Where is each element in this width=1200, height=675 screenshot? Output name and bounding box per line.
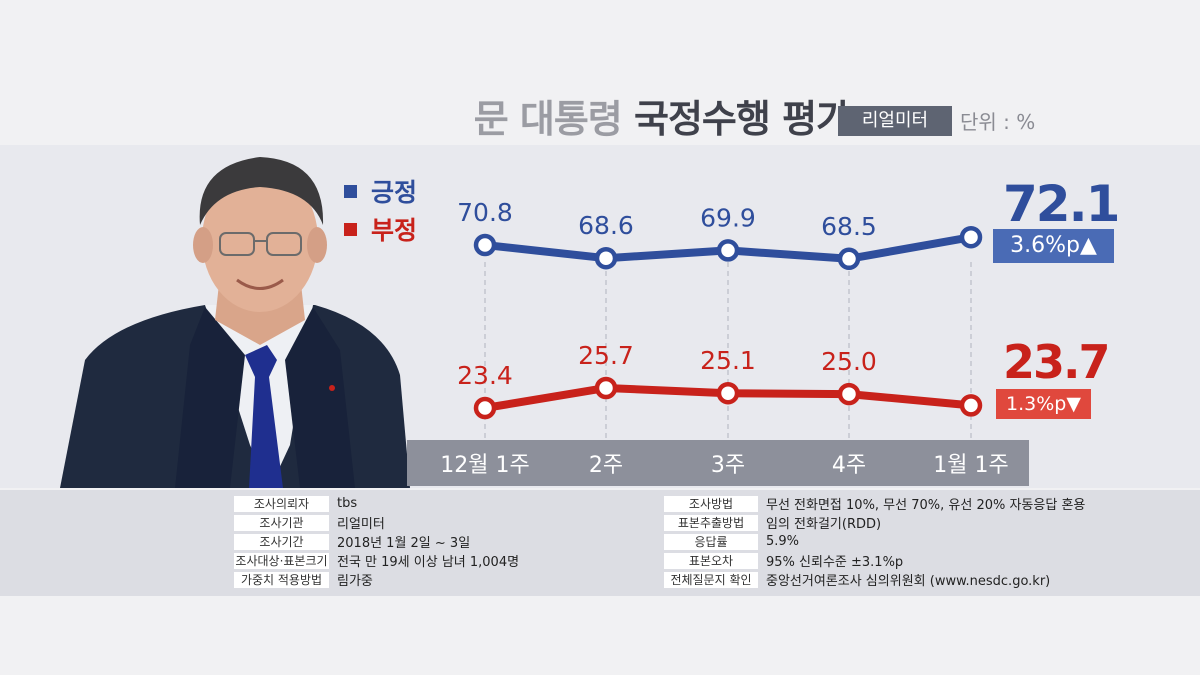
x-tick-label: 2주 bbox=[589, 453, 623, 478]
legend-label-positive: 긍정 bbox=[371, 178, 418, 207]
data-point bbox=[716, 381, 740, 405]
info-left-row: 조사의뢰자 tbs bbox=[234, 494, 519, 513]
legend-swatch-negative bbox=[344, 222, 357, 236]
x-tick-label: 4주 bbox=[832, 453, 866, 478]
info-left-row: 조사기간 2018년 1월 2일 ~ 3일 bbox=[234, 532, 519, 551]
info-right-value: 중앙선거여론조사 심의위원회 (www.nesdc.go.kr) bbox=[766, 574, 1051, 589]
x-tick-label: 12월 1주 bbox=[440, 453, 529, 478]
latest-positive-value: 72.1 bbox=[1003, 175, 1120, 233]
info-right-key: 응답률 bbox=[664, 533, 758, 550]
title-topic: 국정수행 평가 bbox=[634, 97, 851, 141]
info-right-row: 표본오차 95% 신뢰수준 ±3.1%p bbox=[664, 551, 1085, 570]
x-tick-label: 1월 1주 bbox=[933, 453, 1008, 478]
info-right-row: 전체질문지 확인 중앙선거여론조사 심의위원회 (www.nesdc.go.kr) bbox=[664, 570, 1085, 589]
info-right-key: 전체질문지 확인 bbox=[664, 571, 758, 588]
data-point bbox=[594, 376, 618, 400]
info-left-key: 조사의뢰자 bbox=[234, 495, 329, 512]
info-band bbox=[0, 490, 1200, 596]
info-right-value: 무선 전화면접 10%, 무선 70%, 유선 20% 자동응답 혼용 bbox=[766, 498, 1086, 513]
data-label: 25.7 bbox=[578, 341, 634, 370]
info-left-row: 조사기관 리얼미터 bbox=[234, 513, 519, 532]
data-label: 68.5 bbox=[821, 212, 877, 241]
chart-legend: 긍정 부정 bbox=[344, 172, 417, 248]
positive-change-badge: 3.6%p▲ bbox=[993, 229, 1114, 263]
data-point bbox=[473, 233, 497, 257]
info-right-row: 응답률 5.9% bbox=[664, 532, 1085, 551]
data-point bbox=[594, 246, 618, 270]
data-point bbox=[473, 396, 497, 420]
info-left-value: 전국 만 19세 이상 남녀 1,004명 bbox=[337, 555, 520, 570]
data-label: 23.4 bbox=[457, 361, 513, 390]
survey-info-left: 조사의뢰자 tbs 조사기관 리얼미터 조사기간 2018년 1월 2일 ~ 3일 조사대상… bbox=[234, 494, 519, 589]
info-left-row: 조사대상·표본크기 전국 만 19세 이상 남녀 1,004명 bbox=[234, 551, 519, 570]
info-right-key: 표본추출방법 bbox=[664, 514, 758, 531]
info-right-key: 표본오차 bbox=[664, 552, 758, 569]
info-left-key: 조사대상·표본크기 bbox=[234, 552, 329, 569]
data-point bbox=[959, 225, 983, 249]
info-right-key: 조사방법 bbox=[664, 495, 758, 512]
info-right-row: 조사방법 무선 전화면접 10%, 무선 70%, 유선 20% 자동응답 혼용 bbox=[664, 494, 1085, 513]
data-label: 69.9 bbox=[700, 203, 756, 232]
data-point bbox=[837, 247, 861, 271]
data-label: 68.6 bbox=[578, 211, 634, 240]
data-point bbox=[959, 394, 983, 417]
info-left-value: tbs bbox=[337, 496, 358, 511]
page-title: 문 대통령 국정수행 평가 bbox=[473, 88, 851, 143]
info-left-value: 리얼미터 bbox=[337, 517, 385, 532]
x-axis-bar bbox=[407, 440, 1029, 486]
data-label: 25.0 bbox=[821, 347, 877, 376]
survey-info-right: 조사방법 무선 전화면접 10%, 무선 70%, 유선 20% 자동응답 혼용 표… bbox=[664, 494, 1085, 589]
legend-label-negative: 부정 bbox=[371, 216, 418, 245]
legend-swatch-positive bbox=[344, 184, 357, 198]
data-point bbox=[716, 239, 740, 262]
info-left-key: 가중치 적용방법 bbox=[234, 571, 329, 588]
info-left-value: 림가중 bbox=[337, 574, 373, 589]
source-badge: 리얼미터 bbox=[838, 106, 952, 136]
info-left-key: 조사기관 bbox=[234, 514, 329, 531]
x-tick-label: 3주 bbox=[711, 453, 745, 478]
info-right-value: 임의 전화걸기(RDD) bbox=[766, 517, 882, 532]
legend-item-negative: 부정 bbox=[344, 210, 417, 248]
info-left-row: 가중치 적용방법 림가중 bbox=[234, 570, 519, 589]
data-label: 70.8 bbox=[457, 198, 513, 227]
latest-negative-value: 23.7 bbox=[1003, 335, 1110, 389]
president-portrait bbox=[55, 145, 410, 488]
info-left-value: 2018년 1월 2일 ~ 3일 bbox=[337, 536, 471, 551]
info-right-row: 표본추출방법 임의 전화걸기(RDD) bbox=[664, 513, 1085, 532]
data-point bbox=[837, 382, 861, 406]
unit-label: 단위 : % bbox=[960, 110, 1036, 134]
info-left-key: 조사기간 bbox=[234, 533, 329, 550]
info-right-value: 5.9% bbox=[766, 534, 800, 549]
title-subject: 문 대통령 bbox=[473, 97, 623, 141]
legend-item-positive: 긍정 bbox=[344, 172, 417, 210]
data-label: 25.1 bbox=[700, 346, 756, 375]
negative-change-badge: 1.3%p▼ bbox=[996, 389, 1091, 419]
info-right-value: 95% 신뢰수준 ±3.1%p bbox=[766, 555, 904, 570]
